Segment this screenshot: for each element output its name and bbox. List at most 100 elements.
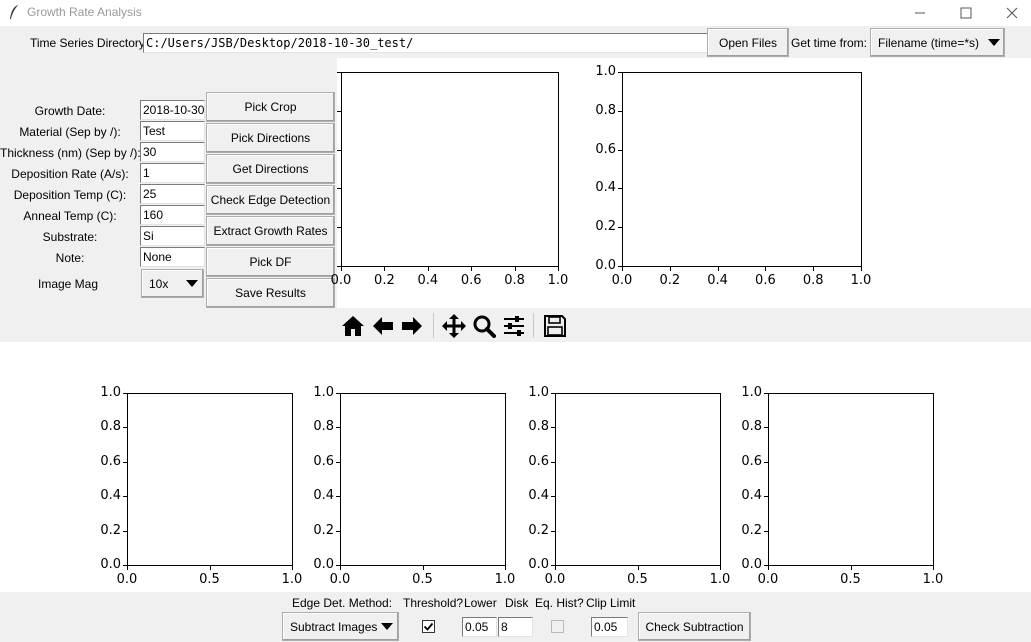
clip-limit-input[interactable]: 0.05 [591, 617, 628, 637]
y-tick-mark [618, 188, 622, 190]
edge-plot-1[interactable] [127, 393, 293, 566]
x-tick-label: 0.2 [659, 273, 681, 288]
threshold-checkbox[interactable] [422, 620, 435, 633]
y-tick-label: 1.0 [595, 64, 616, 79]
field-label: Deposition Rate (A/s): [11, 167, 129, 181]
lower-label: Lower [464, 596, 497, 610]
pick-df-button[interactable]: Pick DF [206, 247, 335, 277]
x-tick-mark [720, 566, 721, 570]
y-tick-mark [551, 427, 555, 429]
x-tick-mark [555, 566, 556, 570]
y-tick-label: 0.8 [100, 419, 121, 435]
extract-growth-rates-button[interactable]: Extract Growth Rates [206, 216, 335, 246]
y-tick-mark [764, 565, 768, 566]
pick-crop-button[interactable]: Pick Crop [206, 92, 335, 122]
disk-input[interactable]: 8 [498, 617, 533, 637]
y-tick-mark [618, 72, 622, 73]
field-input[interactable]: 160 [140, 205, 205, 225]
y-tick-mark [336, 530, 340, 532]
chevron-down-icon [381, 623, 393, 630]
x-tick-mark [622, 267, 623, 271]
home-icon [341, 315, 364, 336]
eq-hist-checkbox[interactable] [551, 620, 564, 633]
panel-filler [0, 308, 337, 342]
directions-plot[interactable] [622, 72, 862, 267]
field-input[interactable]: 30 [140, 142, 205, 162]
field-label: Substrate: [42, 230, 98, 244]
x-tick-mark [427, 267, 429, 271]
y-tick-label: 1.0 [100, 385, 121, 400]
edge-plot-2[interactable] [340, 393, 506, 566]
field-input[interactable]: Si [140, 226, 205, 246]
x-tick-label: 1.0 [709, 572, 731, 587]
directory-input[interactable]: C:/Users/JSB/Desktop/2018-10-30_test/ [143, 33, 708, 53]
image-mag-value: 10x [149, 276, 169, 291]
x-tick-label: 0.0 [757, 572, 779, 587]
x-tick-label: 0.2 [374, 273, 395, 288]
field-input[interactable]: Test [140, 121, 205, 141]
home-icon[interactable] [339, 312, 366, 339]
get-directions-button[interactable]: Get Directions [206, 154, 335, 184]
close-icon [1006, 7, 1018, 19]
time-source-dropdown[interactable]: Filename (time=*s) [870, 28, 1005, 57]
y-tick-label: 0.8 [313, 419, 334, 435]
lower-input[interactable]: 0.05 [462, 617, 497, 637]
forward-arrow-icon [401, 316, 422, 335]
check-subtraction-button[interactable]: Check Subtraction [638, 612, 751, 641]
directory-label: Time Series Directory [30, 36, 145, 50]
y-tick-mark [618, 227, 622, 229]
y-tick-label: 0.6 [313, 453, 334, 469]
y-tick-mark [337, 266, 341, 267]
clip-limit-label: Clip Limit [586, 596, 636, 610]
y-tick-mark [123, 461, 127, 463]
y-tick-mark [764, 530, 768, 532]
chevron-down-icon [988, 39, 1000, 46]
crop-plot[interactable] [341, 72, 559, 267]
zoom-icon[interactable] [470, 312, 497, 339]
y-tick-mark [764, 496, 768, 498]
pick-directions-button[interactable]: Pick Directions [206, 123, 335, 153]
y-tick-mark [337, 110, 341, 112]
x-tick-mark [341, 267, 342, 271]
y-tick-mark [123, 530, 127, 532]
x-tick-label: 1.0 [850, 273, 872, 288]
minimize-button[interactable] [897, 0, 943, 26]
forward-arrow-icon[interactable] [398, 312, 425, 339]
edge-method-dropdown[interactable]: Subtract Images [282, 612, 399, 641]
y-tick-mark [337, 227, 341, 229]
edge-method-value: Subtract Images [290, 619, 378, 634]
x-tick-mark [850, 566, 852, 570]
y-tick-label: 0.2 [100, 522, 121, 538]
y-tick-label: 0.2 [313, 522, 334, 538]
field-input[interactable]: 25 [140, 184, 205, 204]
toolbar-separator [533, 313, 534, 338]
x-tick-label: 0.0 [330, 273, 352, 288]
x-tick-mark [127, 566, 128, 570]
x-tick-mark [209, 566, 211, 570]
back-arrow-icon[interactable] [369, 312, 396, 339]
x-tick-mark [861, 267, 862, 271]
maximize-icon [960, 7, 972, 19]
configure-subplots-icon[interactable] [500, 312, 527, 339]
y-tick-mark [551, 496, 555, 498]
maximize-button[interactable] [943, 0, 989, 26]
x-tick-mark [558, 267, 559, 271]
edge-plot-3[interactable] [555, 393, 721, 566]
save-results-button[interactable]: Save Results [206, 278, 335, 308]
y-tick-mark [123, 427, 127, 429]
save-figure-icon[interactable] [541, 312, 568, 339]
open-files-button[interactable]: Open Files [707, 28, 789, 57]
x-tick-mark [765, 267, 767, 271]
field-input[interactable]: None [140, 247, 205, 267]
close-button[interactable] [989, 0, 1031, 26]
checkmark-icon [423, 622, 434, 631]
pan-icon[interactable] [440, 312, 467, 339]
field-label: Thickness (nm) (Sep by /): [0, 146, 141, 160]
check-edge-detection-button[interactable]: Check Edge Detection [206, 185, 335, 215]
image-mag-dropdown[interactable]: 10x [141, 269, 204, 298]
y-tick-mark [337, 72, 341, 73]
y-tick-mark [618, 149, 622, 151]
edge-plot-4[interactable] [768, 393, 934, 566]
field-input[interactable]: 2018-10-30 [140, 100, 205, 120]
field-input[interactable]: 1 [140, 163, 205, 183]
